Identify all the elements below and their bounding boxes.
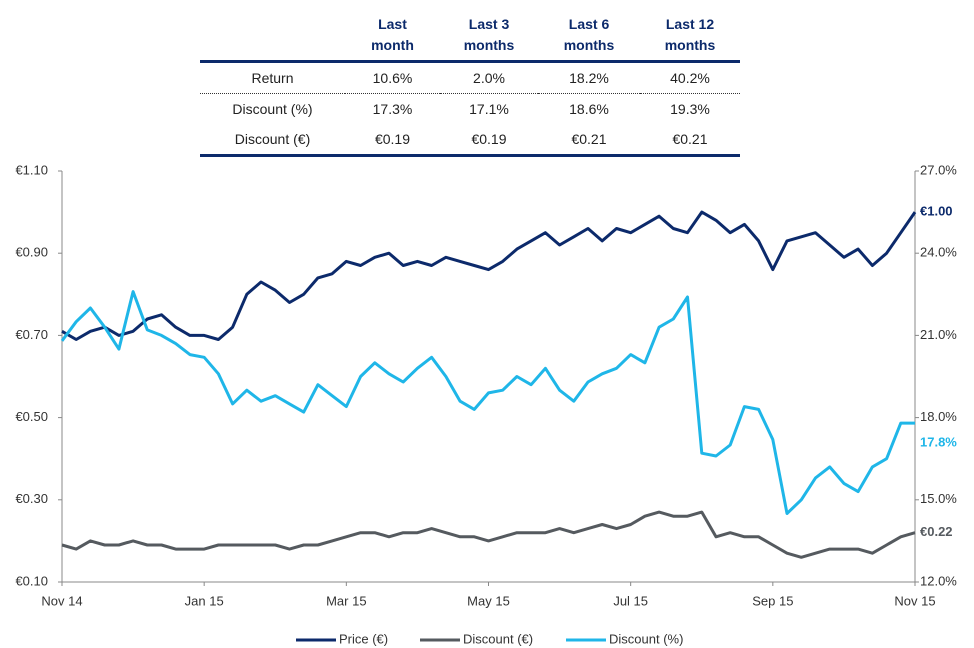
y2-tick-label: 24.0% [920,245,957,260]
end-label: 17.8% [920,435,957,450]
cell: 18.6% [569,101,609,117]
table-row: Discount (%) 17.3% 17.1% 18.6% 19.3% [200,94,740,125]
series-line [61,210,917,341]
x-tick-label: Nov 14 [41,593,82,608]
x-tick-label: Mar 15 [326,593,366,608]
corner [200,14,345,63]
legend-label: Discount (%) [609,631,683,646]
cell: 10.6% [345,61,440,94]
cell: 2.0% [440,61,538,94]
x-tick-label: Jul 15 [613,593,648,608]
y2-tick-label: 21.0% [920,327,957,342]
cell: €0.21 [538,124,640,157]
summary-table: Last month Last 3 months Last 6 months L… [200,14,740,157]
column-header: Last 12 months [664,16,716,53]
y2-tick-label: 12.0% [920,573,957,588]
y2-tick-label: 18.0% [920,409,957,424]
x-tick-label: May 15 [467,593,510,608]
legend-label: Price (€) [339,631,388,646]
x-tick-label: Jan 15 [185,593,224,608]
cell: €0.19 [345,124,440,157]
series-line [60,290,915,515]
row-label: Return [200,61,345,94]
cell: €0.19 [440,124,538,157]
x-tick-label: Sep 15 [752,593,793,608]
cell: 18.2% [538,61,640,94]
table-row: Return 10.6% 2.0% 18.2% 40.2% [200,61,740,94]
y-tick-label: €0.70 [15,327,48,342]
cell: €0.21 [640,124,740,157]
y-tick-label: €0.30 [15,491,48,506]
table-row: Discount (€) €0.19 €0.19 €0.21 €0.21 [200,124,740,157]
cell: 17.1% [469,101,509,117]
column-header: Last 3 months [463,16,515,53]
y2-tick-label: 15.0% [920,491,957,506]
cell: 17.3% [372,101,413,117]
row-label: Discount (%) [232,101,313,117]
end-label: €0.22 [920,524,953,539]
x-tick-label: Nov 15 [894,593,935,608]
column-header: Last 6 months [563,16,615,53]
series-line [61,510,916,559]
y-tick-label: €0.90 [15,245,48,260]
y-tick-label: €1.10 [15,162,48,177]
y2-tick-label: 27.0% [920,162,957,177]
end-label: €1.00 [920,204,953,219]
cell: 19.3% [670,101,710,117]
y-tick-label: €0.10 [15,573,48,588]
legend-label: Discount (€) [463,631,533,646]
row-label: Discount (€) [200,124,345,157]
y-tick-label: €0.50 [15,409,48,424]
cell: 40.2% [640,61,740,94]
column-header: Last month [371,16,414,53]
